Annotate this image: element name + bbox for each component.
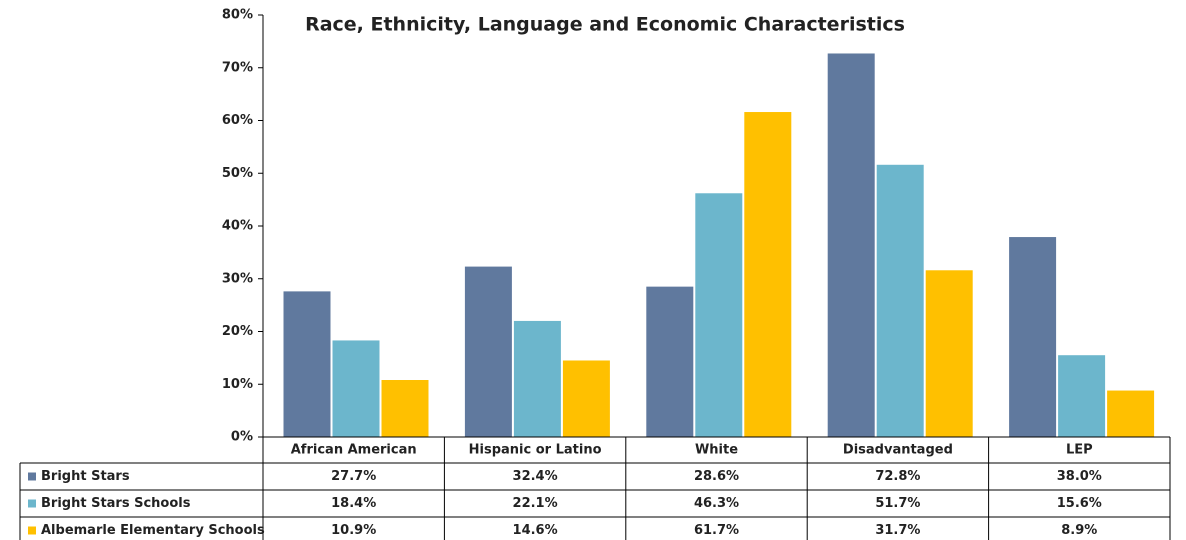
- bar: [1106, 389, 1156, 438]
- data-label: 27.7%: [331, 469, 376, 484]
- legend-label: Albemarle Elementary Schools: [41, 523, 265, 538]
- legend-swatch: [28, 526, 36, 535]
- bar: [282, 290, 332, 438]
- data-label: 31.7%: [875, 523, 920, 538]
- y-tick-label: 20%: [222, 324, 253, 339]
- data-label: 14.6%: [513, 523, 558, 538]
- data-label: 8.9%: [1061, 523, 1097, 538]
- bar: [380, 379, 430, 438]
- bar: [512, 319, 562, 438]
- data-label: 61.7%: [694, 523, 739, 538]
- bar: [924, 269, 974, 438]
- data-label: 22.1%: [513, 496, 558, 511]
- data-label: 38.0%: [1057, 469, 1102, 484]
- bar: [1008, 236, 1058, 438]
- legend-swatch: [28, 499, 36, 508]
- data-label: 51.7%: [875, 496, 920, 511]
- bar: [694, 192, 744, 438]
- data-label: 32.4%: [513, 469, 558, 484]
- x-tick-label: Hispanic or Latino: [469, 443, 602, 458]
- data-label: 46.3%: [694, 496, 739, 511]
- y-tick-label: 10%: [222, 377, 253, 392]
- legend-swatch: [28, 472, 36, 481]
- y-tick-label: 30%: [222, 271, 253, 286]
- legend-label: Bright Stars: [41, 469, 130, 484]
- bar: [743, 111, 793, 438]
- data-label: 10.9%: [331, 523, 376, 538]
- bar: [645, 285, 695, 438]
- y-tick-label: 0%: [231, 430, 253, 445]
- bar: [331, 339, 381, 438]
- chart-title: Race, Ethnicity, Language and Economic C…: [305, 14, 905, 36]
- bar: [826, 52, 876, 438]
- y-tick-label: 70%: [222, 60, 253, 75]
- bar: [875, 163, 925, 438]
- x-tick-label: Disadvantaged: [843, 443, 953, 458]
- bar: [561, 359, 611, 438]
- bar: [1057, 354, 1107, 438]
- data-label: 72.8%: [875, 469, 920, 484]
- y-tick-label: 50%: [222, 166, 253, 181]
- y-tick-label: 60%: [222, 113, 253, 128]
- x-tick-label: White: [695, 443, 738, 458]
- legend-label: Bright Stars Schools: [41, 496, 191, 511]
- y-tick-label: 40%: [222, 219, 253, 234]
- y-tick-label: 80%: [222, 8, 253, 23]
- bar: [463, 265, 513, 438]
- x-tick-label: LEP: [1066, 443, 1093, 458]
- data-label: 28.6%: [694, 469, 739, 484]
- data-label: 15.6%: [1057, 496, 1102, 511]
- x-tick-label: African American: [291, 443, 417, 458]
- data-label: 18.4%: [331, 496, 376, 511]
